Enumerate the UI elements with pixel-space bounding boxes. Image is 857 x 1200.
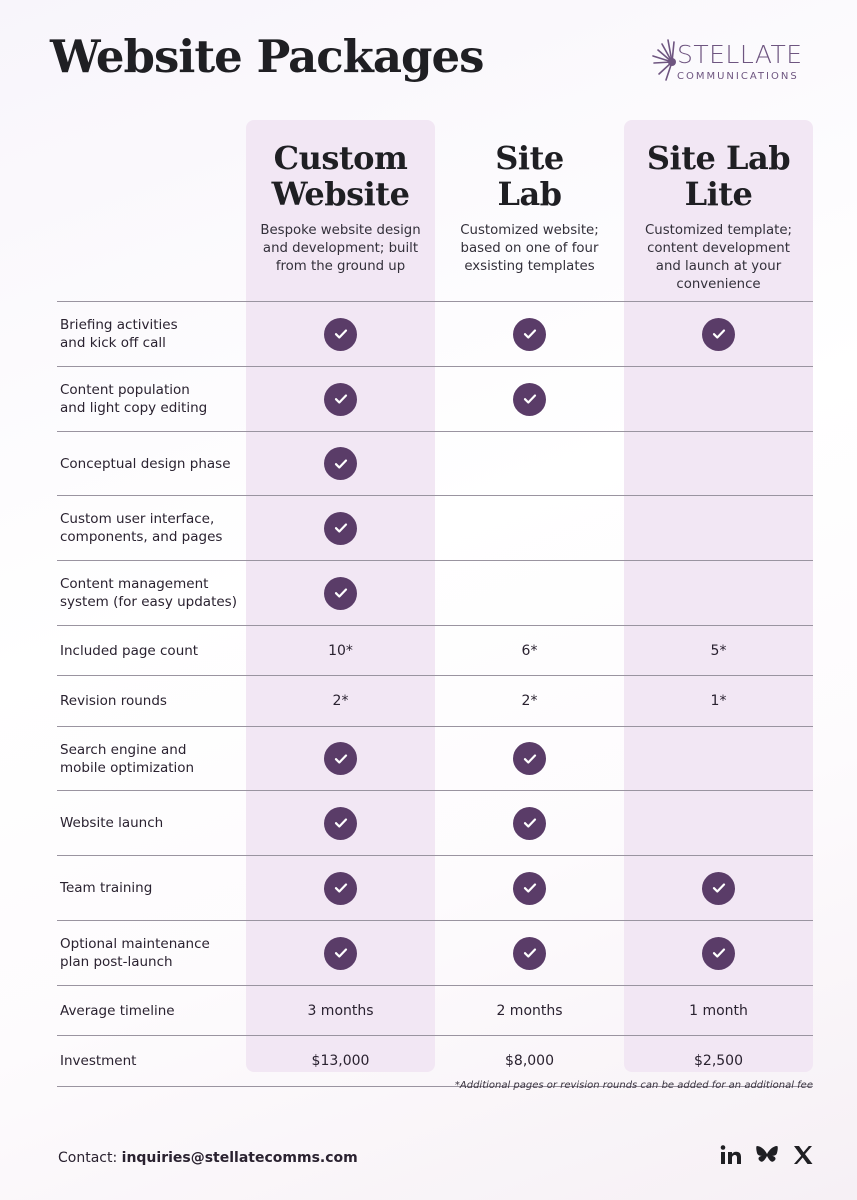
check-icon bbox=[513, 317, 546, 351]
logo-wordmark: STELLATE bbox=[677, 40, 803, 69]
table-row: Team training bbox=[57, 855, 813, 920]
table-row: Content population and light copy editin… bbox=[57, 366, 813, 431]
table-cell bbox=[435, 856, 624, 920]
table-cell-value: 1 month bbox=[689, 1002, 748, 1019]
butterfly-icon[interactable] bbox=[755, 1143, 779, 1167]
feature-label: Website launch bbox=[60, 815, 164, 831]
table-row: Website launch bbox=[57, 790, 813, 855]
table-cell-value: 2 months bbox=[496, 1002, 563, 1019]
check-icon bbox=[513, 806, 546, 840]
table-cell-value: 10* bbox=[328, 642, 353, 659]
plan-name: Site Lab bbox=[495, 139, 564, 213]
plan-name: Custom Website bbox=[271, 139, 410, 213]
check-icon bbox=[702, 871, 735, 905]
table-row: Revision rounds 2* 2* 1* bbox=[57, 675, 813, 726]
check-icon bbox=[324, 511, 357, 545]
table-cell bbox=[435, 791, 624, 855]
feature-label: Search engine and mobile optimization bbox=[60, 741, 195, 776]
table-cell bbox=[624, 921, 813, 985]
table-cell bbox=[624, 302, 813, 366]
table-cell-value: 6* bbox=[521, 642, 538, 659]
feature-label: Investment bbox=[60, 1053, 137, 1069]
table-cell-value: $2,500 bbox=[694, 1053, 743, 1069]
feature-label: Conceptual design phase bbox=[60, 455, 231, 472]
table-cell bbox=[435, 921, 624, 985]
table-cell-value: 2* bbox=[332, 693, 349, 709]
table-cell-value: 1* bbox=[710, 693, 727, 709]
plan-name: Site Lab Lite bbox=[646, 139, 791, 213]
feature-label: Content population and light copy editin… bbox=[60, 382, 208, 416]
feature-label: Custom user interface, components, and p… bbox=[60, 511, 223, 545]
table-cell-value: 5* bbox=[710, 642, 727, 659]
check-icon bbox=[324, 447, 357, 480]
comparison-table: Briefing activities and kick off call Con… bbox=[57, 301, 813, 1087]
table-cell bbox=[246, 561, 435, 625]
table-cell bbox=[435, 727, 624, 790]
table-row: Average timeline 3 months 2 months 1 month bbox=[57, 985, 813, 1035]
check-icon bbox=[324, 871, 357, 905]
table-cell bbox=[246, 302, 435, 366]
contact-email-link[interactable]: inquiries@stellatecomms.com bbox=[121, 1150, 358, 1166]
check-icon bbox=[324, 806, 357, 840]
table-cell bbox=[246, 432, 435, 495]
table-cell-value: 3 months bbox=[307, 1002, 374, 1019]
table-row: Custom user interface, components, and p… bbox=[57, 495, 813, 560]
table-cell bbox=[246, 727, 435, 790]
table-row: Conceptual design phase bbox=[57, 431, 813, 495]
table-cell bbox=[435, 367, 624, 431]
table-cell-value: $13,000 bbox=[311, 1053, 370, 1069]
plan-column-highlight bbox=[624, 120, 813, 1072]
feature-label: Included page count bbox=[60, 642, 199, 659]
plan-description: Bespoke website design and development; … bbox=[260, 223, 421, 274]
table-cell-value: 2* bbox=[521, 693, 538, 709]
check-icon bbox=[702, 317, 735, 351]
feature-label: Briefing activities and kick off call bbox=[60, 317, 178, 351]
check-icon bbox=[513, 936, 546, 970]
table-cell bbox=[246, 791, 435, 855]
check-icon bbox=[513, 742, 546, 775]
table-cell bbox=[435, 302, 624, 366]
table-cell bbox=[246, 856, 435, 920]
feature-label: Optional maintenance plan post-launch bbox=[60, 936, 210, 970]
table-row: Included page count 10* 6* 5* bbox=[57, 625, 813, 675]
feature-label: Team training bbox=[60, 880, 153, 896]
plan-description: Customized website; based on one of four… bbox=[460, 223, 599, 274]
table-cell bbox=[246, 367, 435, 431]
contact-line: Contact: inquiries@stellatecomms.com bbox=[58, 1150, 358, 1166]
table-cell bbox=[624, 856, 813, 920]
check-icon bbox=[324, 936, 357, 970]
linkedin-icon[interactable] bbox=[719, 1143, 743, 1167]
check-icon bbox=[702, 936, 735, 970]
table-row: Briefing activities and kick off call bbox=[57, 301, 813, 366]
check-icon bbox=[513, 382, 546, 416]
feature-label: Content management system (for easy upda… bbox=[60, 576, 237, 610]
table-row: Search engine and mobile optimization bbox=[57, 726, 813, 790]
check-icon bbox=[324, 317, 357, 351]
check-icon bbox=[324, 742, 357, 775]
table-cell-value: $8,000 bbox=[505, 1053, 554, 1069]
feature-label: Average timeline bbox=[60, 1002, 175, 1019]
table-row: Investment $13,000 $8,000 $2,500 bbox=[57, 1035, 813, 1087]
check-icon bbox=[324, 576, 357, 610]
table-cell bbox=[246, 496, 435, 560]
feature-label: Revision rounds bbox=[60, 693, 167, 709]
stellate-logo: STELLATE COMMUNICATIONS bbox=[650, 36, 820, 86]
logo-subtitle: COMMUNICATIONS bbox=[677, 71, 799, 82]
page-title: Website Packages bbox=[50, 30, 484, 83]
x-icon[interactable] bbox=[791, 1143, 815, 1167]
plan-header: Site Lab Lite Customized template; conten… bbox=[624, 140, 813, 294]
table-row: Content management system (for easy upda… bbox=[57, 560, 813, 625]
check-icon bbox=[513, 871, 546, 905]
plan-header: Site Lab Customized website; based on one… bbox=[435, 140, 624, 276]
check-icon bbox=[324, 382, 357, 416]
starburst-icon bbox=[652, 39, 676, 81]
plan-header: Custom Website Bespoke website design and… bbox=[246, 140, 435, 276]
table-row: Optional maintenance plan post-launch bbox=[57, 920, 813, 985]
footnote: *Additional pages or revision rounds can… bbox=[454, 1080, 813, 1091]
plan-description: Customized template; content development… bbox=[645, 223, 792, 292]
contact-label: Contact: bbox=[58, 1150, 118, 1166]
table-cell bbox=[246, 921, 435, 985]
